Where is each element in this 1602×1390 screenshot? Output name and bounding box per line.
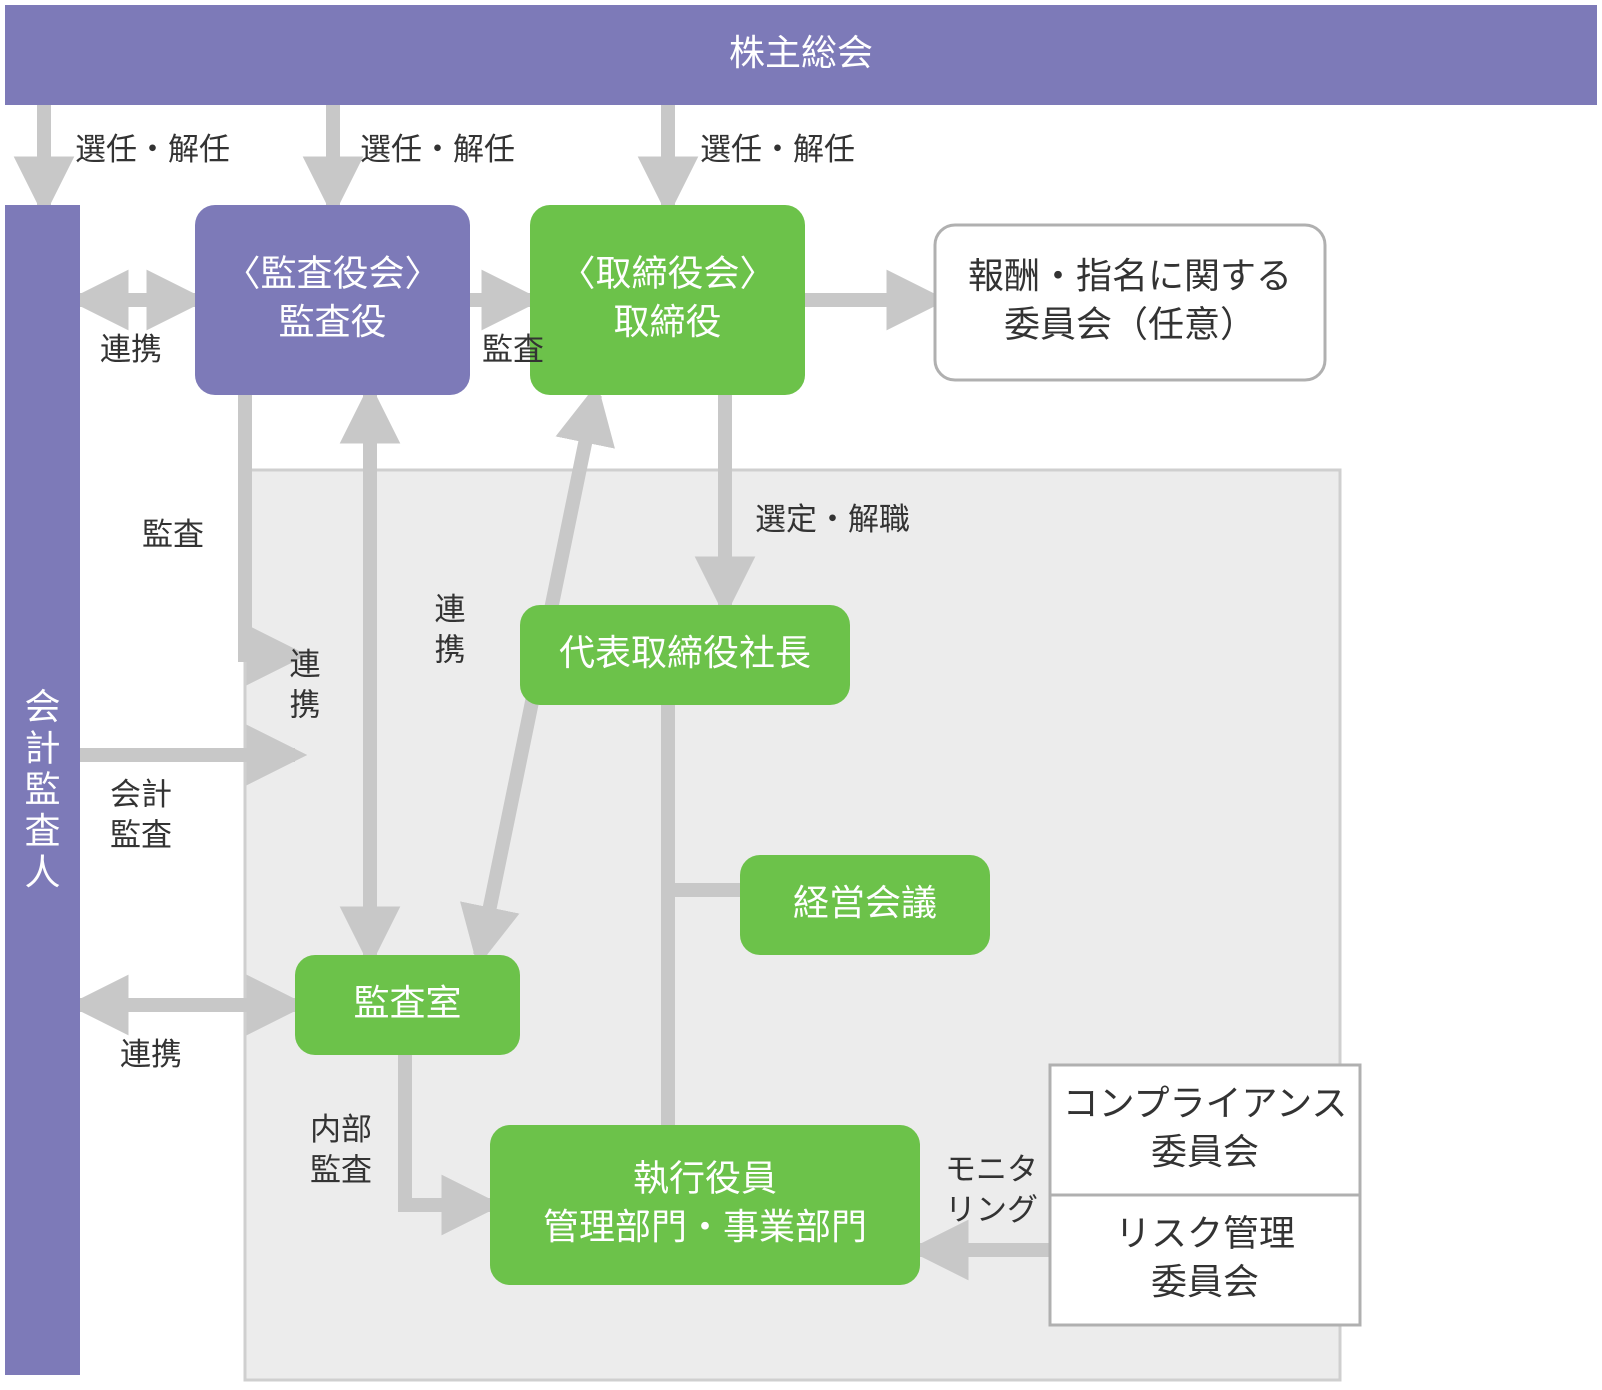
label-l-risk-ex-1: リング bbox=[945, 1192, 1038, 1227]
node-compensation-line0: 報酬・指名に関する bbox=[968, 255, 1292, 296]
node-riskMgmt-line1: 委員会 bbox=[1151, 1261, 1259, 1302]
node-compliance-line1: 委員会 bbox=[1151, 1131, 1259, 1172]
label-l-sh-dir-0: 選任・解任 bbox=[700, 132, 855, 167]
governance-diagram: 株主総会会計監査人〈監査役会〉監査役〈取締役会〉取締役報酬・指名に関する委員会（… bbox=[0, 0, 1602, 1390]
node-auditorPerson-text: 監 bbox=[24, 769, 60, 810]
node-auditorPerson-text: 計 bbox=[24, 727, 60, 768]
label-l-ao-ab-1: 携 bbox=[290, 687, 321, 722]
node-riskMgmt: リスク管理委員会 bbox=[1050, 1195, 1360, 1325]
node-auditorPerson-text: 査 bbox=[24, 810, 60, 851]
label-l-ao-exec-0: 内部 bbox=[310, 1112, 372, 1147]
label-l-ao-aud-0: 連携 bbox=[120, 1037, 182, 1072]
node-mgmtMeeting-line0: 経営会議 bbox=[793, 882, 937, 923]
label-l-aud-ao-1: 監査 bbox=[110, 817, 172, 852]
node-shareholders: 株主総会 bbox=[5, 5, 1597, 105]
label-l-aud-ab-0: 連携 bbox=[100, 332, 162, 367]
label-l-ao-ab-0: 連 bbox=[290, 647, 321, 682]
label-l-ao-dir-1: 携 bbox=[435, 632, 466, 667]
node-execDept-line1: 管理部門・事業部門 bbox=[543, 1206, 867, 1247]
node-compensation-line1: 委員会（任意） bbox=[1004, 304, 1256, 345]
label-l-ab-dn-0: 監査 bbox=[142, 517, 204, 552]
label-l-ao-exec-1: 監査 bbox=[310, 1152, 372, 1187]
node-auditOffice-line0: 監査室 bbox=[353, 982, 461, 1023]
label-l-ao-dir-0: 連 bbox=[435, 592, 466, 627]
node-auditorPerson: 会計監査人 bbox=[5, 205, 80, 1375]
label-l-sh-aud-0: 選任・解任 bbox=[75, 132, 230, 167]
node-mgmtMeeting: 経営会議 bbox=[740, 855, 990, 955]
node-auditorPerson-text: 会 bbox=[24, 686, 60, 727]
node-auditOffice: 監査室 bbox=[295, 955, 520, 1055]
label-l-ab-dir-0: 監査 bbox=[482, 332, 544, 367]
node-compensation: 報酬・指名に関する委員会（任意） bbox=[935, 225, 1325, 380]
node-compliance-line0: コンプライアンス bbox=[1063, 1083, 1348, 1124]
label-l-dir-pres-0: 選定・解職 bbox=[755, 502, 910, 537]
label-l-aud-ao-0: 会計 bbox=[110, 777, 172, 812]
node-directors: 〈取締役会〉取締役 bbox=[530, 205, 805, 395]
node-riskMgmt-line0: リスク管理 bbox=[1115, 1213, 1295, 1254]
node-shareholders-line0: 株主総会 bbox=[729, 32, 873, 73]
label-l-risk-ex-0: モニタ bbox=[945, 1152, 1038, 1187]
node-auditBoard-line0: 〈監査役会〉 bbox=[224, 253, 440, 294]
node-directors-line1: 取締役 bbox=[613, 301, 721, 342]
node-auditBoard-line1: 監査役 bbox=[278, 301, 386, 342]
node-compliance: コンプライアンス委員会 bbox=[1050, 1065, 1360, 1195]
node-execDept-line0: 執行役員 bbox=[633, 1158, 777, 1199]
node-directors-line0: 〈取締役会〉 bbox=[559, 253, 775, 294]
label-l-sh-ab-0: 選任・解任 bbox=[360, 132, 515, 167]
node-president: 代表取締役社長 bbox=[520, 605, 850, 705]
node-auditBoard: 〈監査役会〉監査役 bbox=[195, 205, 470, 395]
node-president-line0: 代表取締役社長 bbox=[559, 632, 811, 673]
node-execDept: 執行役員管理部門・事業部門 bbox=[490, 1125, 920, 1285]
node-auditorPerson-text: 人 bbox=[24, 852, 60, 893]
